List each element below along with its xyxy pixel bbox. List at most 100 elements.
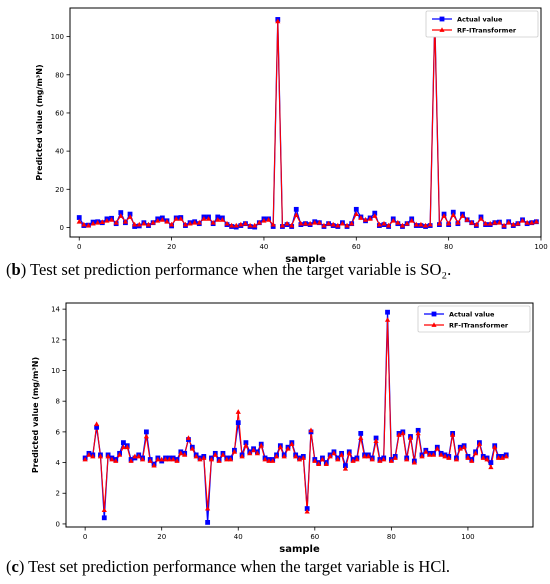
legend-box [417, 305, 531, 333]
data-point-predicted [109, 456, 115, 462]
data-point-predicted [413, 221, 419, 227]
data-point-predicted [450, 212, 456, 217]
data-point-actual [358, 431, 364, 436]
data-point-predicted [407, 435, 414, 440]
x-tick-label: 40 [234, 533, 243, 541]
data-point-predicted [307, 220, 313, 226]
data-point-predicted [372, 213, 378, 218]
data-point-predicted [488, 464, 494, 470]
data-point-predicted [367, 216, 373, 221]
data-point-predicted [252, 222, 258, 228]
data-point-predicted [136, 221, 142, 227]
legend-marker-square [439, 16, 445, 22]
data-point-actual [132, 224, 138, 229]
data-point-predicted [506, 219, 512, 225]
y-tick-label: 14 [51, 306, 60, 314]
data-point-predicted [293, 212, 299, 217]
data-point-predicted [503, 453, 509, 459]
y-tick-label: 20 [55, 186, 64, 194]
data-point-predicted [529, 219, 535, 225]
data-point-predicted [162, 456, 169, 462]
data-point-predicted [208, 456, 215, 462]
data-point-predicted [85, 222, 92, 228]
data-point-predicted [296, 456, 303, 462]
data-point-predicted [384, 317, 391, 322]
caption-letter: c [11, 557, 19, 576]
data-point-predicted [151, 462, 157, 468]
data-point-predicted [210, 219, 216, 225]
data-point-predicted [145, 221, 152, 227]
y-tick-label: 6 [56, 428, 61, 436]
data-point-predicted [473, 221, 479, 227]
data-point-predicted [178, 450, 184, 456]
data-point-predicted [285, 445, 291, 451]
y-tick-label: 100 [51, 33, 64, 41]
data-point-predicted [166, 456, 172, 462]
data-point-actual [304, 506, 310, 511]
data-point-predicted [90, 453, 96, 459]
y-tick-label: 0 [60, 224, 64, 232]
data-point-predicted [122, 218, 129, 224]
data-point-predicted [450, 432, 456, 437]
data-point-predicted [155, 217, 161, 223]
data-point-predicted [339, 220, 346, 226]
legend-marker-triangle [439, 27, 445, 32]
data-point-predicted [90, 220, 96, 226]
data-point-predicted [418, 221, 424, 227]
data-point-predicted [104, 217, 110, 223]
plot-frame [65, 302, 534, 528]
data-point-predicted [339, 452, 345, 457]
data-point-predicted [182, 221, 189, 227]
x-axis-label: sample [285, 254, 326, 265]
data-point-predicted [262, 456, 268, 462]
data-point-predicted [446, 220, 452, 226]
y-tick-label: 60 [55, 109, 64, 117]
data-point-predicted [377, 458, 383, 463]
data-point-predicted [164, 218, 170, 224]
data-point-actual [450, 209, 456, 215]
data-point-actual [373, 435, 379, 441]
data-point-predicted [284, 220, 290, 226]
data-point-predicted [323, 461, 329, 466]
legend-label: Actual value [457, 15, 503, 23]
data-point-predicted [279, 222, 286, 228]
data-point-actual [235, 420, 241, 426]
data-point-predicted [235, 409, 241, 414]
data-point-predicted [427, 221, 433, 227]
data-point-predicted [427, 452, 433, 457]
legend: Actual value RF-ITransformer [425, 10, 539, 38]
data-point-predicted [247, 222, 253, 228]
data-point-predicted [238, 221, 244, 227]
y-tick-label: 80 [55, 71, 64, 79]
data-point-predicted [438, 452, 444, 457]
data-point-predicted [411, 459, 417, 465]
data-point-predicted [499, 455, 505, 460]
data-point-predicted [524, 219, 530, 225]
data-point-predicted [99, 219, 105, 225]
data-point-predicted [409, 217, 415, 223]
data-point-predicted [147, 458, 153, 463]
data-point-predicted [396, 432, 402, 437]
x-tick-label: 60 [352, 243, 361, 251]
data-point-predicted [136, 453, 142, 459]
data-point-predicted [362, 217, 369, 222]
data-point-predicted [189, 445, 195, 451]
data-point-predicted [510, 221, 516, 227]
data-point-predicted [459, 213, 466, 218]
caption-chart-c: (c) Test set prediction performance when… [6, 557, 451, 576]
plot-area [76, 17, 539, 230]
data-point-predicted [132, 221, 138, 227]
data-point-predicted [392, 455, 398, 460]
data-point-predicted [229, 222, 235, 228]
data-point-actual [385, 309, 390, 315]
data-point-predicted [354, 456, 360, 462]
chart-hcl: 0 20 40 60 80 100 0 2 4 6 8 10 12 14 sample Predicted v… [31, 302, 534, 555]
x-tick-label: 40 [259, 243, 268, 251]
data-point-predicted [441, 213, 447, 218]
data-point-actual [243, 440, 249, 446]
data-point-predicted [453, 456, 460, 462]
x-tick-label: 20 [157, 533, 166, 541]
data-point-predicted [266, 458, 272, 463]
data-point-predicted [469, 458, 475, 463]
